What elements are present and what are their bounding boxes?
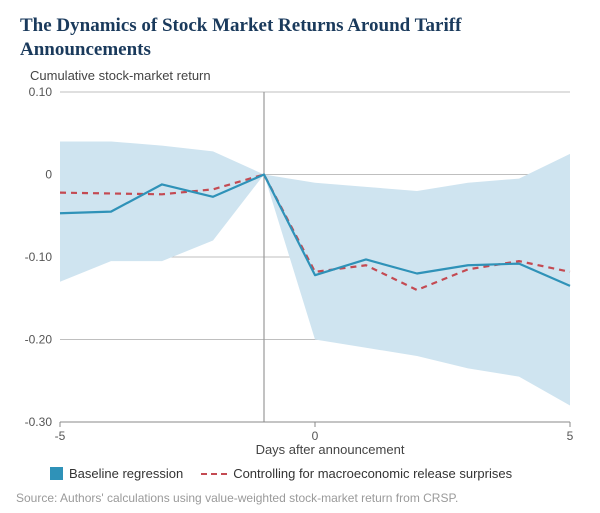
legend-label-macro: Controlling for macroeconomic release su… <box>233 466 512 481</box>
legend-label-baseline: Baseline regression <box>69 466 183 481</box>
chart-subtitle: Cumulative stock-market return <box>30 68 211 83</box>
svg-text:0.10: 0.10 <box>29 85 53 99</box>
plot-svg: 0.100-0.10-0.20-0.30-505 <box>60 92 570 422</box>
svg-text:5: 5 <box>567 429 574 443</box>
legend-item-macro: Controlling for macroeconomic release su… <box>201 466 512 481</box>
svg-text:-0.30: -0.30 <box>25 415 53 429</box>
svg-text:-0.20: -0.20 <box>25 333 53 347</box>
svg-text:0: 0 <box>45 168 52 182</box>
legend: Baseline regression Controlling for macr… <box>50 466 580 481</box>
legend-item-baseline: Baseline regression <box>50 466 183 481</box>
svg-text:-5: -5 <box>55 429 66 443</box>
svg-text:0: 0 <box>312 429 319 443</box>
plot-area: 0.100-0.10-0.20-0.30-505 <box>60 92 570 422</box>
chart-container: The Dynamics of Stock Market Returns Aro… <box>0 0 600 513</box>
legend-swatch-macro <box>201 473 227 475</box>
x-axis-title: Days after announcement <box>0 442 600 457</box>
chart-source: Source: Authors' calculations using valu… <box>16 491 458 505</box>
svg-text:-0.10: -0.10 <box>25 250 53 264</box>
chart-title: The Dynamics of Stock Market Returns Aro… <box>20 14 580 62</box>
legend-swatch-baseline <box>50 467 63 480</box>
